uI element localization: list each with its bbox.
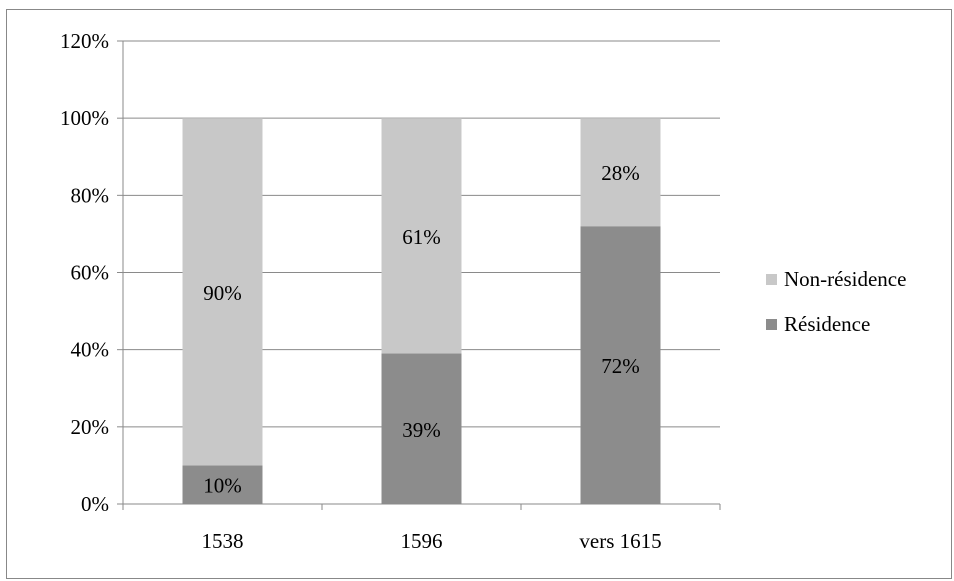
data-label: 28% — [601, 161, 640, 185]
y-tick-label: 80% — [71, 183, 110, 207]
bar-segment-non-residence — [182, 118, 263, 466]
data-label: 90% — [203, 281, 242, 305]
bar-segment-residence — [182, 465, 263, 504]
bar-segment-residence — [580, 226, 661, 504]
legend-swatch — [766, 319, 777, 330]
x-tick-label: vers 1615 — [579, 529, 661, 553]
data-label: 10% — [203, 474, 242, 498]
y-tick-label: 0% — [81, 492, 109, 516]
legend: Non-résidence Résidence — [766, 267, 906, 336]
y-tick-label: 100% — [60, 106, 109, 130]
bar-segment-residence — [381, 353, 462, 504]
legend-label: Non-résidence — [784, 267, 906, 291]
legend-swatch — [766, 274, 777, 285]
y-tick-labels: 0% 20% 40% 60% 80% 100% 120% — [60, 29, 109, 516]
y-tick-label: 40% — [71, 338, 110, 362]
data-label: 39% — [402, 418, 441, 442]
x-tick-labels: 1538 1596 vers 1615 — [202, 529, 662, 553]
data-label: 72% — [601, 354, 640, 378]
y-tick-label: 60% — [71, 261, 110, 285]
bar-series — [182, 118, 661, 504]
data-labels: 10% 90% 39% 61% 72% 28% — [203, 161, 640, 498]
x-tick-label: 1538 — [202, 529, 244, 553]
axes — [117, 40, 721, 510]
bar-segment-non-residence — [580, 118, 661, 227]
data-label: 61% — [402, 225, 441, 249]
bar-segment-non-residence — [381, 118, 462, 354]
legend-label: Résidence — [784, 312, 870, 336]
x-tick-label: 1596 — [401, 529, 443, 553]
y-tick-label: 120% — [60, 29, 109, 53]
y-tick-label: 20% — [71, 415, 110, 439]
chart-frame — [6, 9, 952, 579]
